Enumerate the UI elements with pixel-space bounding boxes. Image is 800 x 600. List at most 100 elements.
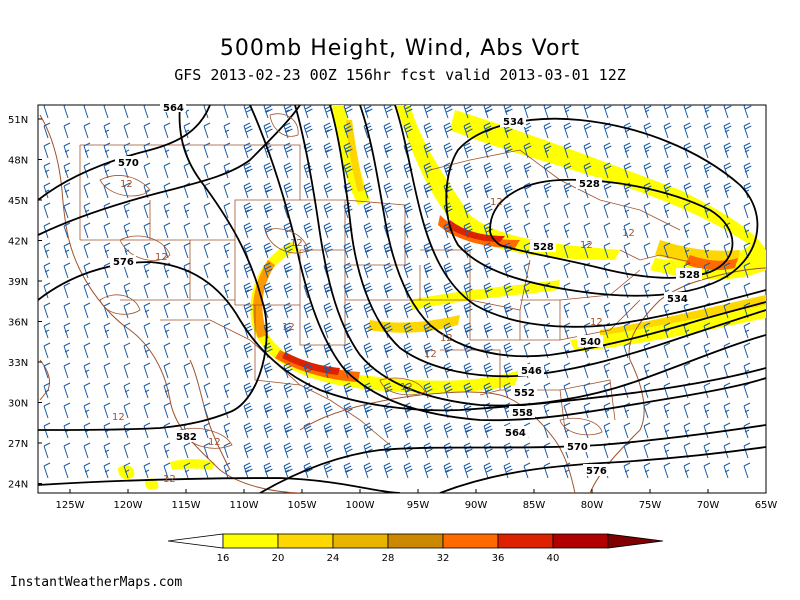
wind-barb: [123, 422, 131, 439]
colorbar-swatch: [442, 533, 499, 549]
wind-barb: [223, 142, 231, 159]
wind-barb: [743, 222, 751, 239]
wind-barb: [383, 105, 393, 119]
wind-barb: [183, 402, 191, 419]
wind-barb: [543, 202, 551, 219]
lat-tick-label: 42N: [8, 237, 28, 248]
wind-barb: [403, 322, 413, 339]
wind-barb: [543, 362, 551, 379]
wind-barb: [243, 342, 253, 359]
wind-barb: [743, 402, 751, 419]
wind-barb: [443, 422, 453, 439]
wind-barb: [503, 122, 513, 139]
colorbar-swatch: [387, 533, 444, 549]
wind-barb: [603, 202, 611, 219]
wind-barb: [103, 222, 111, 239]
wind-barb: [503, 282, 513, 299]
wind-barb: [743, 142, 752, 159]
wind-barb: [563, 322, 571, 339]
wind-barb: [263, 422, 273, 439]
wind-barb: [463, 122, 473, 139]
wind-barb: [203, 162, 211, 179]
wind-barb: [303, 202, 313, 219]
wind-barb: [603, 422, 611, 439]
height-label: 582: [176, 432, 197, 443]
wind-barb: [163, 402, 171, 419]
lon-tick-label: 105W: [288, 500, 317, 511]
wind-barb: [503, 142, 513, 159]
wind-barb: [643, 242, 651, 259]
wind-barb: [723, 142, 732, 159]
wind-barb: [383, 142, 393, 159]
wind-barb: [743, 262, 751, 279]
wind-barb: [723, 202, 731, 219]
wind-barb: [443, 122, 453, 139]
wind-barb: [403, 262, 413, 279]
wind-barb: [423, 162, 433, 179]
wind-barb: [643, 222, 651, 239]
wind-barb: [463, 262, 473, 279]
wind-barb: [423, 282, 433, 299]
wind-barb: [303, 302, 313, 319]
wind-barb: [323, 322, 333, 339]
vort-label: 12: [282, 322, 295, 333]
wind-barb: [283, 282, 293, 299]
wind-barb: [123, 202, 131, 219]
wind-barb: [683, 222, 691, 239]
wind-barb: [463, 382, 473, 399]
wind-barb: [163, 362, 171, 379]
wind-barb: [303, 342, 313, 359]
wind-barb: [43, 442, 51, 459]
wind-barb: [683, 362, 691, 379]
wind-barb: [283, 402, 293, 419]
colorbar-label: 20: [272, 553, 285, 564]
wind-barb: [623, 242, 631, 259]
wind-barb: [63, 242, 71, 259]
wind-barb: [243, 202, 253, 219]
wind-barb: [143, 122, 151, 139]
wind-barb: [583, 422, 591, 439]
wind-barb: [743, 362, 751, 379]
wind-barb: [483, 282, 493, 299]
wind-barb: [463, 222, 473, 239]
wind-barb: [103, 122, 111, 139]
wind-barb: [223, 442, 231, 459]
wind-barb: [443, 242, 453, 259]
wind-barb: [223, 162, 231, 179]
wind-barb: [363, 162, 373, 179]
vort-label: 12: [120, 179, 133, 190]
wind-barb: [683, 202, 691, 219]
wind-barb: [83, 382, 91, 399]
height-contour-labels: 534 528 528 528 534 540 546 552 558 564 …: [110, 102, 702, 477]
wind-barb: [663, 402, 671, 419]
wind-barb: [703, 182, 712, 199]
colorbar: 16 20 24 28 32 36 40: [167, 533, 664, 564]
wind-barb: [483, 105, 493, 119]
wind-barb: [403, 202, 413, 219]
wind-barb: [543, 122, 552, 139]
wind-barb: [243, 222, 253, 239]
wind-barb: [483, 462, 493, 479]
wind-barb: [383, 122, 393, 139]
colorbar-label: 28: [382, 553, 395, 564]
wind-barb: [363, 262, 373, 279]
wind-barb: [263, 162, 273, 179]
wind-barb: [63, 122, 71, 139]
wind-barb: [163, 462, 171, 479]
wind-barb: [63, 362, 71, 379]
wind-barb: [323, 402, 333, 419]
wind-barb: [323, 442, 333, 459]
wind-barb: [263, 182, 273, 199]
wind-barb: [163, 222, 171, 239]
wind-barb: [143, 442, 151, 459]
wind-barb: [563, 105, 572, 119]
wind-barb: [663, 105, 672, 119]
wind-barb: [483, 382, 493, 399]
wind-barb: [63, 202, 71, 219]
wind-barb: [743, 322, 751, 339]
wind-barb: [403, 462, 413, 479]
wind-barb: [583, 302, 591, 319]
wind-barb: [343, 262, 353, 279]
wind-barb: [343, 402, 353, 419]
wind-barb: [663, 162, 672, 179]
